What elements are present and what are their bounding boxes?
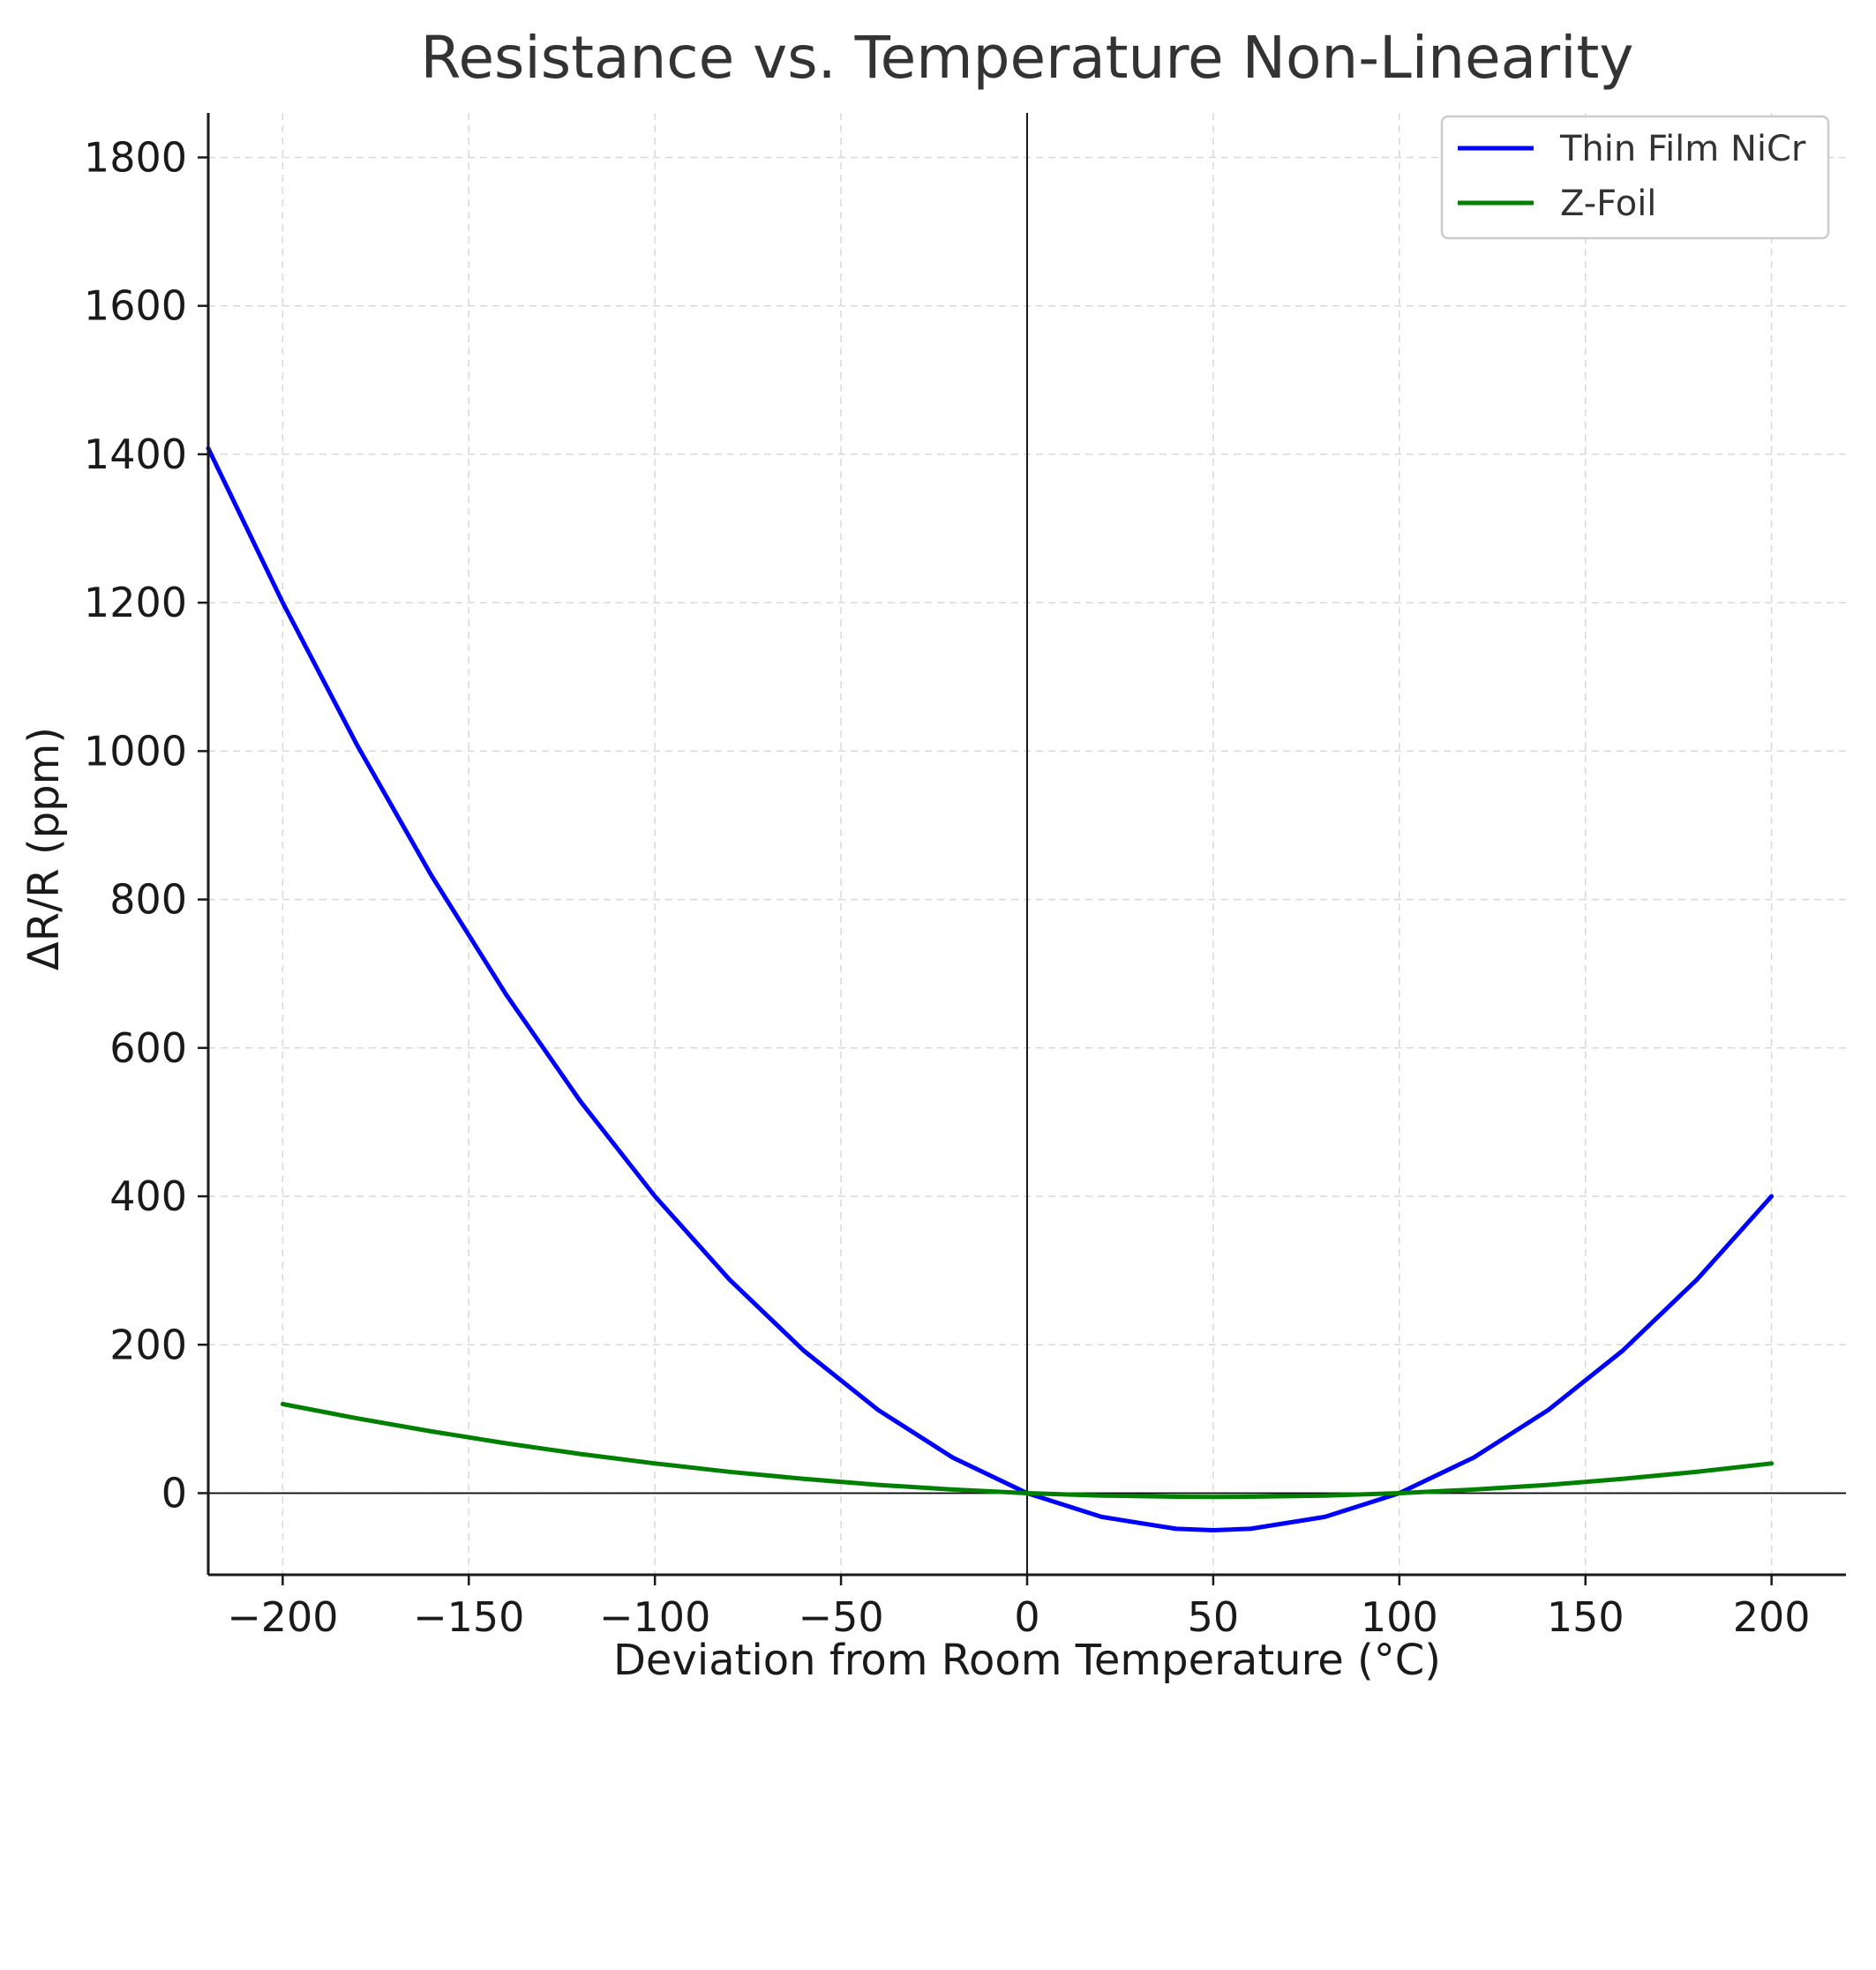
chart-title: Resistance vs. Temperature Non-Linearity [421,24,1634,92]
x-tick-label: 150 [1547,1593,1625,1641]
y-tick-label: 1400 [84,431,187,478]
y-tick-label: 800 [109,876,187,924]
x-axis-label: Deviation from Room Temperature (°C) [613,1636,1441,1685]
x-tick-label: 200 [1733,1593,1811,1641]
y-tick-label: 1000 [84,727,187,775]
y-tick-label: 1800 [84,133,187,181]
legend-box [1440,115,1830,240]
x-tick-label: 0 [1014,1593,1039,1641]
y-tick-label: 400 [109,1172,187,1220]
x-tick-label: 100 [1361,1593,1438,1641]
y-tick-label: 0 [161,1469,187,1517]
x-tick-label: −50 [799,1593,884,1641]
x-tick-label: 50 [1188,1593,1240,1641]
y-tick-label: 1600 [84,282,187,330]
x-tick-label: −100 [599,1593,710,1641]
legend: Thin Film NiCr Z-Foil [1440,115,1830,240]
x-tick-label: −200 [227,1593,338,1641]
y-tick-label: 200 [109,1321,187,1368]
series-line-z-foil [280,1402,1775,1500]
legend-label-thin-film-nicr: Thin Film NiCr [1559,129,1806,169]
y-axis-label: ΔR/R (ppm) [19,727,69,970]
series-lines [206,446,1775,1532]
y-tick-label: 600 [109,1024,187,1072]
x-tick-label: −150 [413,1593,524,1641]
y-tick-label: 1200 [84,579,187,626]
legend-label-z-foil: Z-Foil [1560,184,1656,224]
ticks: −200 −150 −100 −50 0 50 100 150 200 0 200 400 600 800… [84,133,1811,1641]
